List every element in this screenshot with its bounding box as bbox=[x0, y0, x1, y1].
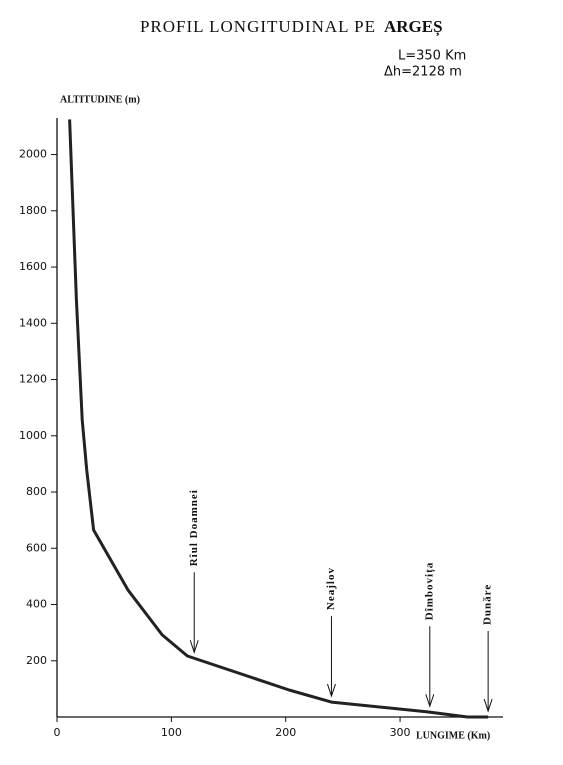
annotation-arrowhead bbox=[189, 640, 199, 654]
x-tick-label: 300 bbox=[390, 726, 411, 739]
annotation-arrowhead bbox=[326, 683, 336, 698]
annotation-label: Neajlov bbox=[325, 567, 337, 610]
y-tick-label: 200 bbox=[26, 654, 47, 667]
subtitle: L=350 Km bbox=[398, 49, 466, 64]
annotation-label: Rîul Doamnei bbox=[188, 489, 200, 566]
chart-title: PROFIL LONGITUDINAL PE bbox=[140, 17, 376, 36]
x-tick-label: 200 bbox=[275, 726, 296, 739]
y-tick-label: 1200 bbox=[19, 373, 47, 386]
y-tick-label: 1400 bbox=[19, 316, 47, 329]
x-axis-label: LUNGIME (Km) bbox=[416, 730, 490, 741]
annotation-arrowhead bbox=[483, 698, 493, 713]
y-tick-label: 600 bbox=[26, 541, 47, 554]
x-tick-label: 100 bbox=[161, 726, 182, 739]
y-axis-label: ALTITUDINE (m) bbox=[60, 94, 140, 105]
y-tick-label: 400 bbox=[26, 598, 47, 611]
annotation-arrowhead bbox=[425, 694, 435, 708]
river-name: ARGEȘ bbox=[384, 17, 443, 37]
y-tick-label: 1800 bbox=[19, 204, 47, 217]
profile-line bbox=[68, 119, 489, 719]
annotation-label: Dunăre bbox=[482, 584, 494, 625]
y-tick-label: 1000 bbox=[19, 429, 47, 442]
y-tick-label: 800 bbox=[26, 485, 47, 498]
x-tick-label: 0 bbox=[54, 726, 61, 739]
subtitle: Δh=2128 m bbox=[384, 65, 462, 80]
y-tick-label: 1600 bbox=[19, 260, 47, 273]
y-tick-label: 2000 bbox=[19, 148, 47, 161]
annotation-label: Dîmbovița bbox=[423, 562, 435, 621]
